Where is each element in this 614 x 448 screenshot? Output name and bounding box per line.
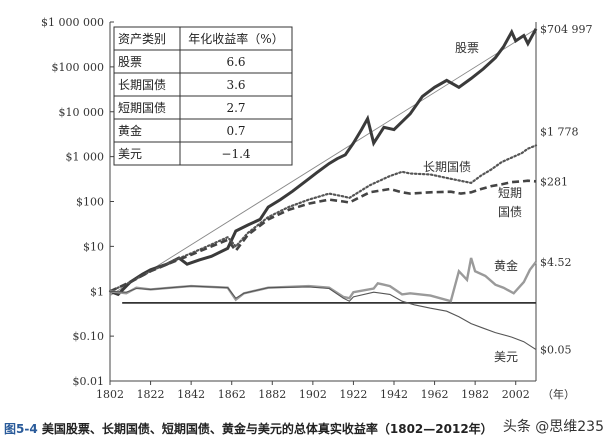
series-labels: $704 997 $1 778 $281 $4.52 $0.05 股票长期国债短期国债黄金… — [423, 23, 593, 364]
caption-prefix: 图5-4 — [4, 422, 38, 436]
series-inline-label: 长期国债 — [423, 160, 471, 174]
x-tick-label: 2002 — [502, 388, 530, 401]
series-inline-label: 股票 — [455, 41, 479, 55]
x-tick-label: 1822 — [137, 388, 165, 401]
caption-text: 美国股票、长期国债、短期国债、黄金与美元的总体真实收益率（1802—2012年） — [41, 422, 493, 436]
table-asset-cell: 黄金 — [118, 123, 142, 138]
series-line-3 — [109, 257, 537, 303]
table-asset-cell: 短期国债 — [118, 101, 166, 115]
table-return-cell: 0.7 — [226, 124, 245, 138]
y-tick-label: $1 000 — [66, 151, 105, 164]
table-return-cell: 3.6 — [226, 78, 245, 92]
series-line-1 — [108, 144, 538, 293]
series-end-label: $0.05 — [540, 344, 572, 357]
table-header-cell: 资产类别 — [118, 32, 166, 46]
watermark: 头条 @思维235 — [502, 419, 604, 435]
axes: $1 000 000 $100 000 $10 000 $1 000 $100 $10 $1… — [41, 16, 575, 401]
table-return-cell: 2.7 — [226, 101, 245, 115]
x-tick-label: 1962 — [421, 388, 449, 401]
series-inline-label: 短期 — [498, 186, 522, 200]
series-lines — [108, 28, 538, 351]
table-asset-cell: 股票 — [118, 55, 142, 69]
y-tick-label: $10 000 — [59, 106, 105, 119]
table-asset-cell: 美元 — [118, 147, 142, 161]
y-tick-label: $1 — [90, 285, 104, 298]
x-tick-label: 1862 — [218, 388, 246, 401]
x-tick-label: 1902 — [299, 388, 327, 401]
series-end-label: $281 — [540, 175, 568, 188]
y-tick-label: $1 000 000 — [41, 16, 104, 29]
y-tick-label: $100 — [76, 196, 104, 209]
series-inline-label: 国债 — [498, 205, 522, 219]
series-inline-label: 黄金 — [494, 258, 518, 273]
y-tick-label: $0.10 — [73, 330, 105, 343]
series-end-label: $1 778 — [540, 125, 579, 138]
table-return-cell: 6.6 — [226, 55, 245, 69]
series-line-0 — [109, 28, 538, 297]
y-tick-label: $100 000 — [52, 61, 105, 74]
x-tick-label: 1922 — [339, 388, 367, 401]
x-axis-unit: （年） — [542, 387, 575, 401]
series-inline-label: 美元 — [494, 350, 518, 364]
returns-table: 资产类别 年化收益率（%） 股票 6.6 长期国债 3.6 短期国债 2.7 黄金 0.7 美元 −1… — [113, 26, 293, 166]
x-tick-label: 1882 — [258, 388, 286, 401]
series-line-2 — [109, 179, 537, 293]
x-tick-label: 1942 — [380, 388, 408, 401]
table-header-cell: 年化收益率（%） — [188, 31, 283, 46]
x-tick-label: 1802 — [96, 388, 124, 401]
y-tick-label: $0.01 — [73, 375, 105, 388]
x-tick-label: 1982 — [461, 388, 489, 401]
x-tick-label: 1842 — [177, 388, 205, 401]
trend-line — [109, 28, 537, 296]
y-tick-label: $10 — [83, 240, 104, 253]
series-end-label: $704 997 — [540, 23, 593, 36]
table-return-cell: −1.4 — [221, 147, 251, 161]
series-end-label: $4.52 — [540, 256, 572, 269]
series-line-4 — [109, 285, 537, 351]
table-asset-cell: 长期国债 — [118, 78, 166, 92]
figure-caption: 图5-4 美国股票、长期国债、短期国债、黄金与美元的总体真实收益率（1802—2… — [4, 420, 493, 437]
